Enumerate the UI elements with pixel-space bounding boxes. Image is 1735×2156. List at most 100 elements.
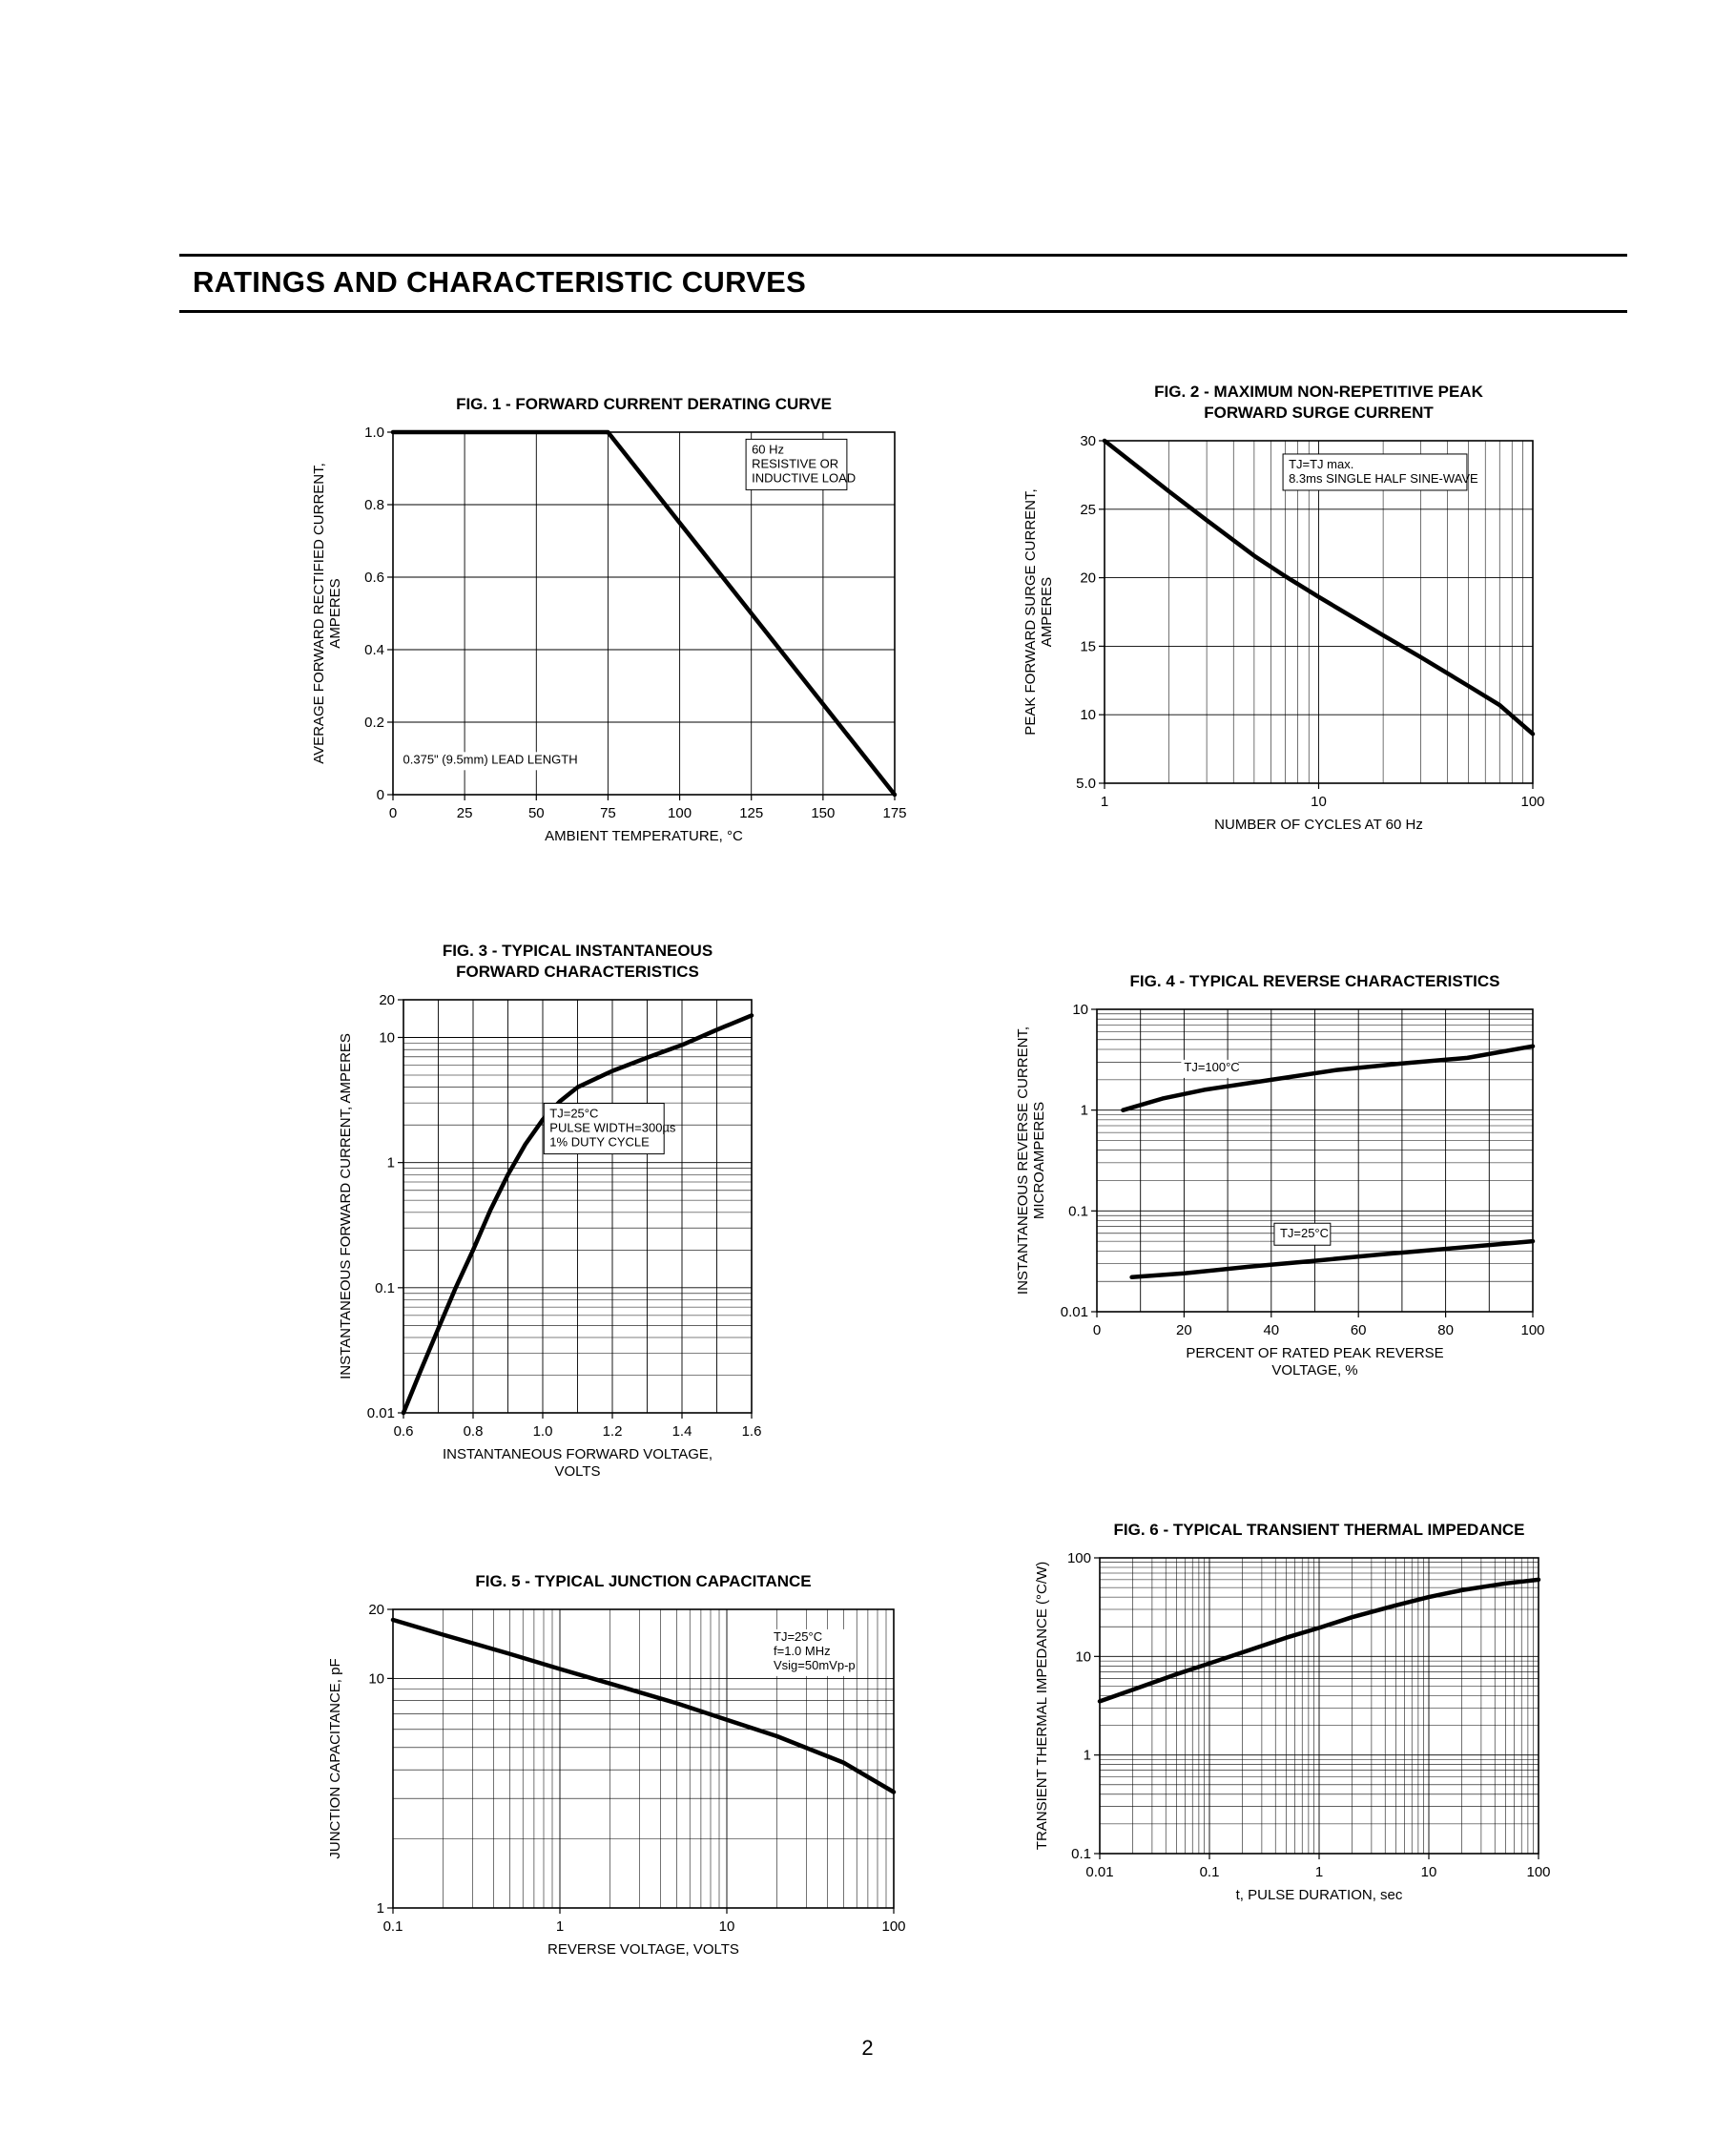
fig6-typical-transient-thermal-impedance: FIG. 6 - TYPICAL TRANSIENT THERMAL IMPED… (1012, 1520, 1552, 1920)
svg-text:AMBIENT TEMPERATURE, °C: AMBIENT TEMPERATURE, °C (545, 828, 743, 844)
junction-capacitance-line (390, 1617, 897, 1794)
svg-text:10: 10 (1072, 1002, 1088, 1018)
svg-text:0.1: 0.1 (383, 1918, 403, 1935)
svg-text:60 Hz: 60 Hz (752, 442, 784, 456)
svg-text:0.6: 0.6 (394, 1423, 414, 1440)
fig3-chart: 0.6 0.8 1.0 1.2 1.4 1.6 0.01 0.1 1 10 20 INSTANTANE… (338, 992, 761, 1480)
svg-text:0.375" (9.5mm) LEAD LENGTH: 0.375" (9.5mm) LEAD LENGTH (403, 752, 578, 766)
thermal-impedance-line (1097, 1577, 1541, 1704)
svg-text:0.01: 0.01 (367, 1405, 395, 1421)
svg-text:1: 1 (1315, 1864, 1323, 1880)
svg-text:TJ=25°C: TJ=25°C (1280, 1226, 1329, 1240)
svg-text:10: 10 (1311, 794, 1327, 810)
svg-text:8.3ms SINGLE HALF SINE-WAVE: 8.3ms SINGLE HALF SINE-WAVE (1289, 471, 1478, 486)
svg-text:NUMBER OF CYCLES AT 60 Hz: NUMBER OF CYCLES AT 60 Hz (1214, 817, 1423, 833)
svg-text:0.2: 0.2 (364, 715, 384, 731)
fig4-chart: 0 20 40 60 80 100 0.01 0.1 1 10 PERCENT OF RATED P… (1015, 1002, 1545, 1379)
svg-text:0.1: 0.1 (1068, 1203, 1088, 1219)
svg-text:100: 100 (881, 1918, 905, 1935)
fig6-chart: 0.01 0.1 1 10 100 0.1 1 10 100 t, PULSE DURATION,… (1034, 1550, 1551, 1903)
svg-text:100: 100 (1520, 1322, 1544, 1338)
svg-text:20: 20 (368, 1602, 384, 1618)
svg-text:25: 25 (457, 805, 473, 821)
svg-text:10: 10 (719, 1918, 735, 1935)
svg-text:0.1: 0.1 (375, 1280, 395, 1296)
svg-text:1.4: 1.4 (672, 1423, 692, 1440)
svg-text:1% DUTY CYCLE: 1% DUTY CYCLE (549, 1135, 650, 1150)
svg-text:175: 175 (882, 805, 906, 821)
svg-text:15: 15 (1080, 638, 1096, 654)
svg-text:0.01: 0.01 (1085, 1864, 1113, 1880)
svg-text:0: 0 (1093, 1322, 1101, 1338)
svg-text:40: 40 (1263, 1322, 1279, 1338)
svg-text:1.0: 1.0 (364, 425, 384, 441)
svg-text:80: 80 (1437, 1322, 1454, 1338)
tj-25c-line (1129, 1238, 1536, 1280)
svg-text:AVERAGE FORWARD RECTIFIED CURR: AVERAGE FORWARD RECTIFIED CURRENT, (311, 463, 327, 764)
forward-characteristic-line (401, 1013, 754, 1416)
svg-text:50: 50 (528, 805, 545, 821)
svg-text:TJ=25°C: TJ=25°C (549, 1107, 598, 1121)
svg-text:0.01: 0.01 (1061, 1304, 1088, 1320)
svg-text:AMPERES: AMPERES (1039, 577, 1055, 647)
svg-text:100: 100 (1526, 1864, 1550, 1880)
svg-text:1.2: 1.2 (603, 1423, 623, 1440)
svg-text:0.4: 0.4 (364, 642, 384, 658)
svg-text:1: 1 (1084, 1748, 1091, 1764)
svg-text:20: 20 (1080, 570, 1096, 587)
svg-text:0.8: 0.8 (464, 1423, 484, 1440)
svg-text:1.0: 1.0 (533, 1423, 553, 1440)
svg-text:100: 100 (1520, 794, 1544, 810)
svg-text:1: 1 (556, 1918, 564, 1935)
fig4-typical-reverse-characteristics: FIG. 4 - TYPICAL REVERSE CHARACTERISTICS… (1002, 971, 1546, 1396)
svg-text:10: 10 (379, 1029, 395, 1046)
svg-text:TJ=100°C: TJ=100°C (1184, 1060, 1239, 1074)
svg-text:1: 1 (1081, 1103, 1088, 1119)
tj-100c-line (1121, 1044, 1536, 1112)
svg-text:100: 100 (668, 805, 692, 821)
svg-text:VOLTAGE, %: VOLTAGE, % (1271, 1362, 1357, 1379)
svg-text:f=1.0 MHz: f=1.0 MHz (774, 1644, 831, 1658)
fig1-title: FIG. 1 - FORWARD CURRENT DERATING CURVE (456, 395, 832, 413)
svg-text:100: 100 (1067, 1550, 1091, 1566)
fig3-title: FIG. 3 - TYPICAL INSTANTANEOUS FORWARD C… (442, 942, 713, 981)
svg-text:TRANSIENT THERMAL IMPEDANCE (°: TRANSIENT THERMAL IMPEDANCE (°C/W) (1034, 1562, 1050, 1850)
svg-text:Vsig=50mVp-p: Vsig=50mVp-p (774, 1658, 856, 1672)
svg-text:0.6: 0.6 (364, 570, 384, 586)
fig1-chart: 0 25 50 75 100 125 150 175 0 0.2 0.4 0.6 0.8 1.0 AMBIE… (311, 425, 907, 844)
svg-text:20: 20 (379, 992, 395, 1008)
svg-text:0: 0 (389, 805, 397, 821)
svg-text:1: 1 (377, 1900, 384, 1917)
fig2-title: FIG. 2 - MAXIMUM NON-REPETITIVE PEAK FOR… (1154, 383, 1483, 422)
svg-text:0.1: 0.1 (1071, 1846, 1091, 1862)
page-number: 2 (861, 2036, 874, 2060)
svg-text:10: 10 (368, 1670, 384, 1687)
svg-text:1: 1 (387, 1155, 395, 1171)
svg-text:5.0: 5.0 (1076, 776, 1096, 792)
svg-text:PEAK FORWARD SURGE CURRENT,: PEAK FORWARD SURGE CURRENT, (1022, 488, 1039, 735)
svg-text:TJ=TJ max.: TJ=TJ max. (1289, 457, 1353, 471)
section-title: RATINGS AND CHARACTERISTIC CURVES (193, 265, 807, 299)
fig5-typical-junction-capacitance: FIG. 5 - TYPICAL JUNCTION CAPACITANCE 0.… (305, 1571, 907, 1975)
svg-text:PULSE WIDTH=300µs: PULSE WIDTH=300µs (549, 1121, 676, 1135)
svg-text:TJ=25°C: TJ=25°C (774, 1629, 822, 1644)
fig2-chart: 1 10 100 5.0 10 15 20 25 30 NUMBER OF CYCLES AT 6… (1022, 433, 1545, 833)
svg-text:10: 10 (1080, 707, 1096, 723)
svg-text:REVERSE VOLTAGE, VOLTS: REVERSE VOLTAGE, VOLTS (547, 1941, 739, 1958)
derating-curve-line (390, 429, 898, 798)
svg-text:VOLTS: VOLTS (554, 1463, 600, 1480)
svg-text:30: 30 (1080, 433, 1096, 449)
svg-text:75: 75 (600, 805, 616, 821)
svg-text:t, PULSE DURATION, sec: t, PULSE DURATION, sec (1236, 1887, 1403, 1903)
svg-text:JUNCTION CAPACITANCE, pF: JUNCTION CAPACITANCE, pF (327, 1658, 343, 1858)
fig5-title: FIG. 5 - TYPICAL JUNCTION CAPACITANCE (475, 1572, 812, 1590)
svg-text:0.8: 0.8 (364, 497, 384, 513)
section-header: RATINGS AND CHARACTERISTIC CURVES (179, 254, 1627, 313)
fig1-forward-current-derating-curve: FIG. 1 - FORWARD CURRENT DERATING CURVE … (298, 394, 908, 861)
fig6-title: FIG. 6 - TYPICAL TRANSIENT THERMAL IMPED… (1113, 1521, 1525, 1539)
svg-text:1: 1 (1101, 794, 1108, 810)
svg-text:RESISTIVE OR: RESISTIVE OR (752, 456, 838, 470)
svg-text:0: 0 (377, 787, 384, 803)
svg-text:25: 25 (1080, 502, 1096, 518)
